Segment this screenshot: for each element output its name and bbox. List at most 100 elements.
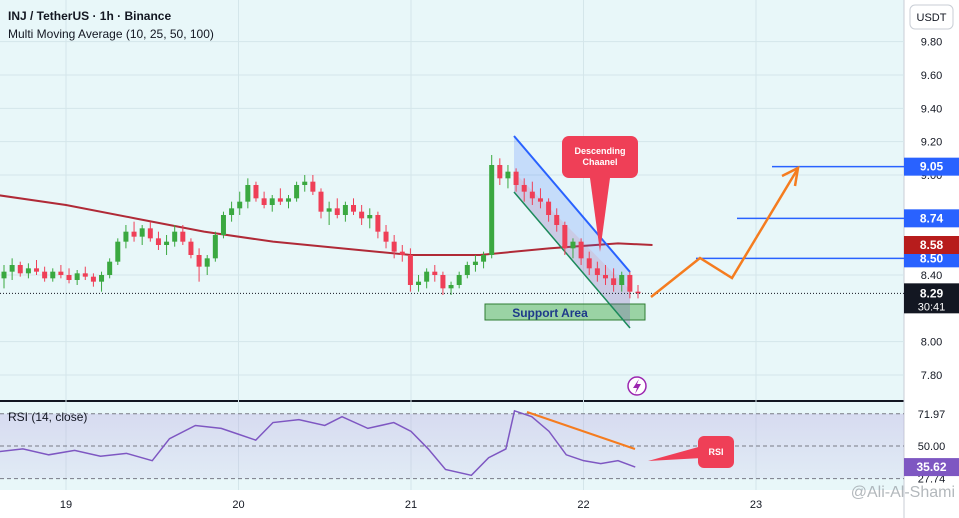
candle [277, 188, 283, 205]
candle-body [602, 275, 608, 279]
candle-body [521, 185, 527, 192]
candle-body [464, 265, 470, 275]
candle [294, 181, 300, 202]
projection-path [650, 169, 799, 298]
price-level-tag: 8.74 [904, 209, 959, 228]
lightning-icon[interactable] [627, 376, 647, 396]
candle-body [50, 271, 56, 279]
candle-body [537, 198, 543, 202]
candle [34, 260, 40, 275]
candle [131, 221, 137, 242]
candle [107, 258, 113, 279]
price-tick-label: 8.00 [921, 337, 942, 349]
candle [464, 261, 470, 279]
rsi-callout-box [698, 436, 734, 468]
candle-body [58, 271, 64, 275]
candle [546, 198, 552, 222]
candle [367, 208, 373, 229]
candle [562, 221, 568, 255]
countdown-timer: 30:41 [918, 301, 946, 313]
candle-body [407, 255, 413, 285]
time-tick-label: 21 [405, 499, 417, 511]
candle [481, 251, 487, 269]
candle [139, 225, 145, 245]
price-tick-label: 7.80 [921, 370, 942, 382]
candle-body [42, 271, 48, 279]
candle [42, 266, 48, 282]
candle-body [9, 265, 15, 272]
pane-divider [0, 400, 904, 402]
descending-channel-callout: Descending Chaanel [562, 136, 638, 252]
candle-body [546, 201, 552, 215]
candlesticks [1, 155, 641, 299]
candle-body [562, 225, 568, 249]
candle-body [351, 205, 357, 212]
candle [269, 195, 275, 212]
price-level-value: 9.05 [920, 160, 944, 174]
price-tick-label: 9.20 [921, 137, 942, 149]
indicator-label: Multi Moving Average (10, 25, 50, 100) [8, 27, 214, 41]
candle [513, 168, 519, 192]
candle [58, 265, 64, 279]
currency-button[interactable]: USDT [909, 4, 954, 30]
candle [25, 263, 31, 279]
rsi-pane [0, 409, 904, 480]
candle-body [107, 261, 113, 275]
candle-body [123, 231, 129, 242]
support-area: Support Area [484, 303, 646, 321]
time-tick-label: 22 [577, 499, 589, 511]
candle-body [440, 275, 446, 289]
candle-body [294, 185, 300, 199]
candle-body [383, 231, 389, 242]
candle-body [586, 258, 592, 269]
candle [489, 155, 495, 259]
candle-body [164, 241, 170, 245]
candle [627, 271, 633, 299]
price-level-value: 8.50 [920, 251, 944, 265]
candle [448, 281, 454, 295]
candle [115, 238, 121, 265]
rsi-tick-label: 50.00 [918, 441, 946, 453]
candle-body [253, 185, 259, 199]
candle [9, 258, 15, 280]
candle [537, 188, 543, 209]
candle-body [513, 171, 519, 185]
rsi-divergence-line [526, 411, 636, 450]
candle-body [277, 198, 283, 202]
candle-body [302, 181, 308, 185]
price-level-tag: 9.05 [904, 157, 959, 176]
candle-body [416, 281, 422, 285]
candle-body [220, 215, 226, 235]
candle [351, 198, 357, 215]
candle [416, 275, 422, 292]
candle [391, 235, 397, 259]
candle [196, 248, 202, 282]
time-tick-label: 20 [232, 499, 244, 511]
rsi-line [0, 409, 636, 477]
candle [172, 225, 178, 247]
candle [310, 175, 316, 195]
candle [204, 255, 210, 275]
callout-pointer [590, 178, 610, 252]
candle [17, 261, 23, 277]
candle [334, 198, 340, 219]
candle-body [147, 228, 153, 239]
candle-body [399, 251, 405, 255]
candle [237, 191, 243, 215]
candle-body [172, 231, 178, 242]
watermark: @Ali-Al-Shami [851, 484, 955, 501]
candle-body [90, 276, 96, 282]
candle [82, 266, 88, 280]
candle-body [237, 201, 243, 209]
candle-body [342, 205, 348, 215]
candle-body [155, 238, 161, 245]
descending-channel [513, 135, 631, 329]
currency-button-label: USDT [917, 12, 947, 24]
candle-body [115, 241, 121, 262]
price-level-box [904, 157, 959, 176]
projection-arrowhead [781, 165, 800, 187]
candle [399, 245, 405, 262]
candle-body [66, 275, 72, 280]
candle-body [326, 208, 332, 212]
